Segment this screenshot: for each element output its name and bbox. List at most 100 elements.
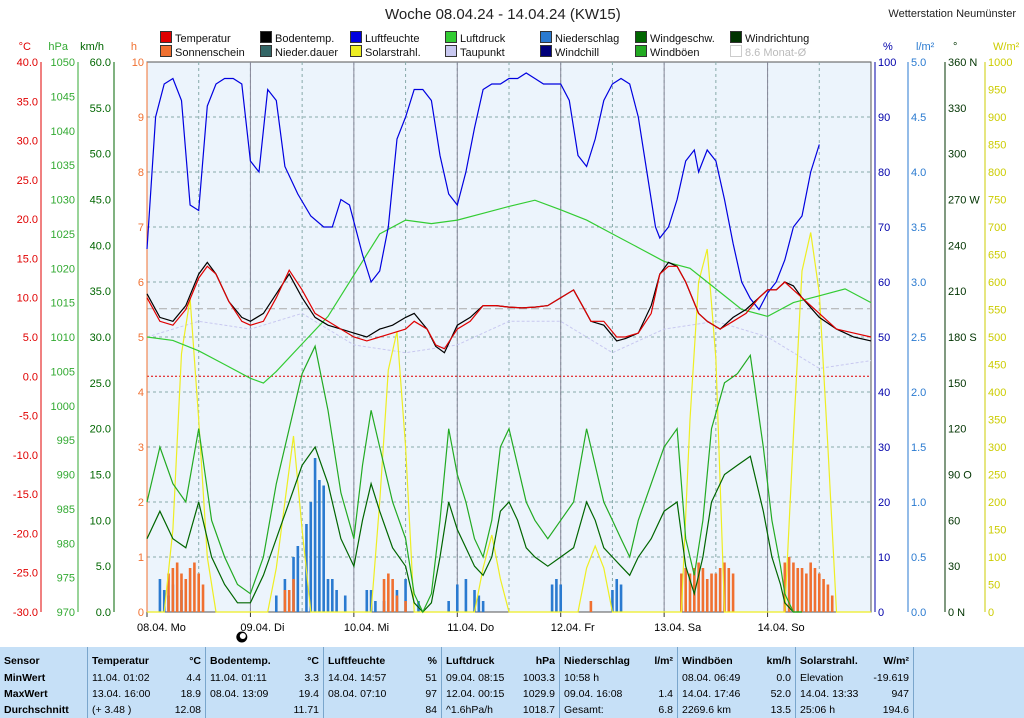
solar-unit-label: W/m² [993, 41, 1020, 53]
legend-swatch [445, 45, 457, 57]
sonnenschein-bar [727, 568, 731, 612]
stats-cell-value: 18.9 [180, 688, 201, 700]
sonnenschein-bar [826, 584, 830, 612]
humidity-tick-label: 10 [878, 552, 890, 564]
sun-tick-label: 1 [138, 552, 144, 564]
niederschlag-bar [559, 584, 563, 612]
dir-tick-label: 300 [948, 149, 966, 161]
rain-tick-label: 3.5 [911, 222, 926, 234]
humidity-tick-label: 50 [878, 332, 890, 344]
stats-cell-value: 6.8 [658, 704, 673, 716]
niederschlag-bar [481, 601, 485, 612]
stats-cell-label: 09.04. 08:15 [446, 672, 505, 684]
niederschlag-bar [473, 590, 476, 612]
sonnenschein-bar [792, 562, 795, 612]
temp-tick-label: -15.0 [13, 489, 38, 501]
sonnenschein-bar [680, 573, 683, 612]
solar-tick-label: 450 [988, 360, 1006, 372]
sonnenschein-bar [167, 573, 170, 612]
stats-cell-value: 12.08 [174, 704, 201, 716]
temp-tick-label: -5.0 [19, 411, 38, 423]
pressure-tick-label: 1015 [51, 298, 75, 310]
stats-cell-value: 0.0 [776, 672, 791, 684]
wind-tick-label: 50.0 [90, 149, 111, 161]
niederschlag-bar [555, 579, 558, 612]
sonnenschein-bar [805, 573, 808, 612]
x-axis-label: 11.04. Do [447, 622, 494, 634]
stats-cell-value: -19.619 [873, 672, 909, 684]
stats-unit: W/m² [883, 655, 909, 667]
sonnenschein-bar [701, 568, 705, 612]
niederschlag-bar [313, 458, 317, 612]
niederschlag-bar [550, 584, 554, 612]
legend-item: Nieder.dauer [260, 45, 338, 59]
stats-cell-label: 13.04. 16:00 [92, 688, 151, 700]
stats-cell-label: MaxWert [4, 688, 48, 700]
sonnenschein-bar [197, 573, 201, 612]
rain-tick-label: 0.5 [911, 552, 926, 564]
solar-tick-label: 250 [988, 470, 1006, 482]
stats-cell-value: 52.0 [770, 688, 791, 700]
stats-column: Temperatur °C 11.04. 01:02 4.4 13.04. 16:00 1… [88, 647, 206, 718]
legend-label: Luftdruck [460, 33, 506, 45]
sonnenschein-bar [292, 579, 295, 612]
niederschlag-bar [611, 590, 614, 612]
series-line-windben [146, 344, 802, 614]
niederschlag-bar [331, 579, 334, 612]
legend-swatch [635, 45, 647, 57]
niederschlag-bar [369, 590, 373, 612]
stats-cell-label: 11.04. 01:02 [92, 672, 150, 684]
stats-header-row: Temperatur °C [92, 653, 201, 669]
x-axis-label: 14.04. So [758, 622, 805, 634]
stats-column: Niederschlag l/m² 10:58 h 09.04. 16:08 1.4 Ge… [560, 647, 678, 718]
sun-tick-label: 9 [138, 112, 144, 124]
series-line-luftdruck [146, 199, 872, 384]
stats-header: Luftfeuchte [328, 655, 386, 667]
legend-label: Windchill [555, 47, 600, 59]
stats-cell-value: 4.4 [186, 672, 201, 684]
legend-label: Solarstrahl. [365, 47, 421, 59]
pressure-tick-label: 995 [57, 435, 75, 447]
solar-tick-label: 300 [988, 442, 1006, 454]
temp-tick-label: -20.0 [13, 528, 38, 540]
legend-label: Windrichtung [745, 33, 810, 45]
legend-swatch [350, 31, 362, 43]
stats-row: Gesamt: 6.8 [564, 702, 673, 718]
wind-tick-label: 25.0 [90, 378, 111, 390]
sun-tick-label: 0 [138, 607, 144, 619]
solar-tick-label: 200 [988, 497, 1006, 509]
temp-tick-label: 35.0 [17, 96, 38, 108]
stats-header-row: Bodentemp. °C [210, 653, 319, 669]
legend-label: Taupunkt [460, 47, 505, 59]
sonnenschein-bar [787, 557, 791, 612]
stats-row: 25:06 h 194.6 [800, 702, 909, 718]
temp-tick-label: 15.0 [17, 253, 38, 265]
stats-header-row: Windböen km/h [682, 653, 791, 669]
sonnenschein-bar [395, 595, 399, 612]
stats-cell-value: 51 [425, 672, 437, 684]
niederschlag-bar [365, 590, 369, 612]
stats-cell-value: 1003.3 [522, 672, 555, 684]
stats-row: 09.04. 16:08 1.4 [564, 686, 673, 702]
wind-tick-label: 0.0 [96, 607, 111, 619]
legend-item: 8.6 Monat-Ø [730, 45, 806, 59]
legend-item: Sonnenschein [160, 45, 245, 59]
legend-swatch [350, 45, 362, 57]
temp-tick-label: -10.0 [13, 450, 38, 462]
stats-table: Sensor MinWert MaxWert Durchschnitt Temperat… [0, 647, 1024, 718]
sonnenschein-bar [175, 562, 179, 612]
temp-unit-label: °C [19, 41, 31, 53]
stats-unit: l/m² [654, 655, 673, 667]
stats-row: 08.04. 07:10 97 [328, 686, 437, 702]
temp-tick-label: 20.0 [17, 214, 38, 226]
stats-cell-value: 1029.9 [522, 688, 555, 700]
sonnenschein-bar [800, 568, 804, 612]
humidity-tick-label: 20 [878, 497, 890, 509]
sun-tick-label: 5 [138, 332, 144, 344]
solar-tick-label: 950 [988, 85, 1006, 97]
legend-label: Nieder.dauer [275, 47, 338, 59]
stats-cell-label: Gesamt: [564, 704, 604, 716]
stats-cell-label: 14.04. 14:57 [328, 672, 387, 684]
stats-row: 11.04. 01:02 4.4 [92, 670, 201, 686]
sonnenschein-bar [201, 584, 205, 612]
